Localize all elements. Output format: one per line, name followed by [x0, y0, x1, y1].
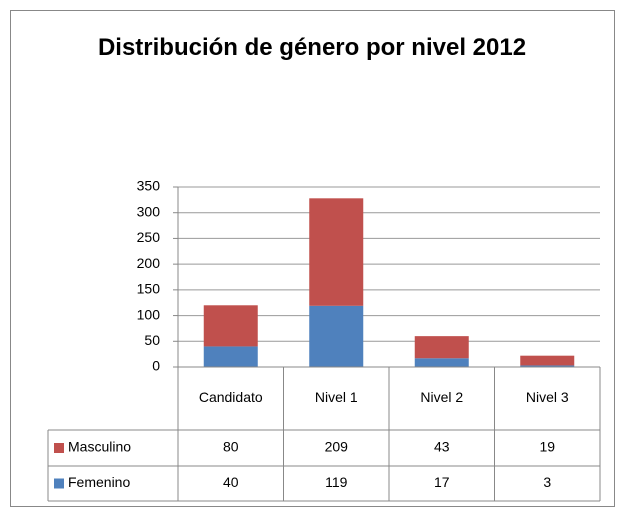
legend-swatch: [54, 443, 64, 453]
y-tick-label: 350: [137, 178, 161, 194]
x-tick-label: Nivel 2: [420, 389, 463, 405]
y-tick-label: 50: [144, 332, 160, 348]
y-tick-label: 250: [137, 229, 161, 245]
table-value: 40: [223, 474, 239, 490]
chart-title: Distribución de género por nivel 2012: [97, 34, 527, 61]
table-value: 209: [325, 439, 349, 455]
legend-label: Femenino: [68, 474, 130, 490]
bar-segment: [203, 346, 258, 367]
table-value: 17: [434, 474, 450, 490]
table-value: 19: [539, 439, 555, 455]
y-tick-label: 100: [137, 306, 161, 322]
bar-segment: [309, 198, 364, 306]
x-tick-label: Nivel 1: [315, 389, 358, 405]
bar-segment: [309, 305, 364, 367]
bar-segment: [414, 336, 469, 359]
legend-swatch: [54, 478, 64, 489]
bar-segment: [520, 355, 575, 366]
y-tick-label: 0: [152, 358, 160, 374]
table-value: 80: [223, 439, 239, 455]
x-tick-label: Candidato: [199, 389, 263, 405]
bar-segment: [520, 365, 575, 367]
y-tick-label: 200: [137, 255, 161, 271]
bar-segment: [414, 358, 469, 367]
table-value: 119: [325, 474, 348, 490]
table-value: 43: [434, 439, 450, 455]
bar-segment: [203, 305, 258, 347]
x-tick-label: Nivel 3: [526, 389, 569, 405]
legend-label: Masculino: [68, 439, 131, 455]
y-tick-label: 300: [137, 203, 161, 219]
table-value: 3: [543, 474, 551, 490]
y-tick-label: 150: [137, 281, 161, 297]
